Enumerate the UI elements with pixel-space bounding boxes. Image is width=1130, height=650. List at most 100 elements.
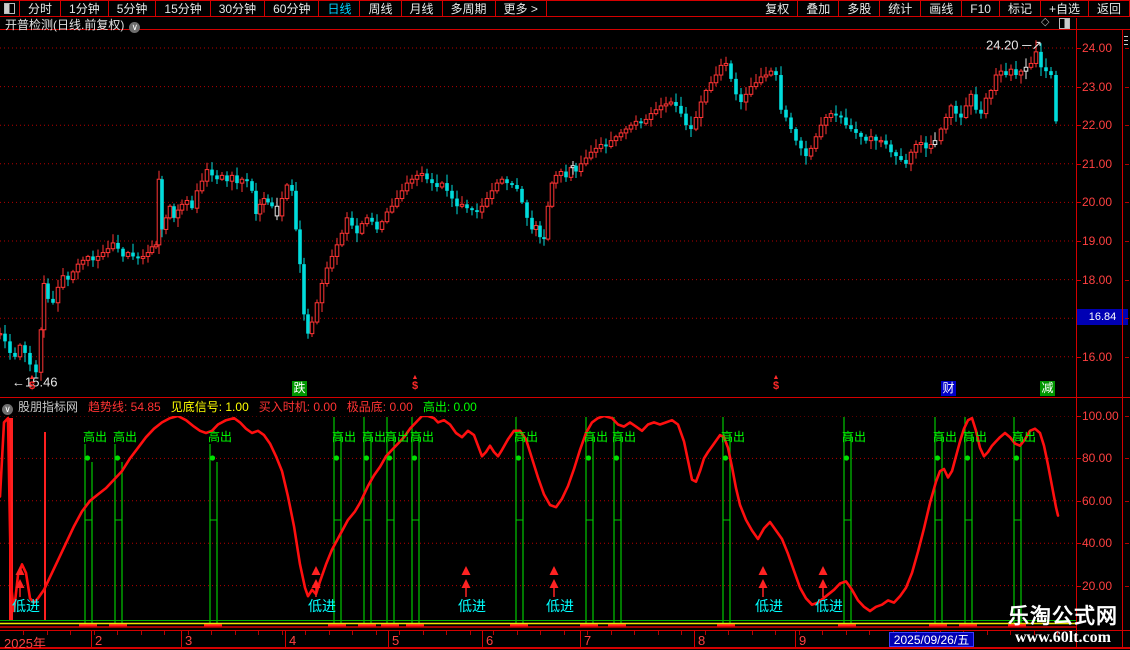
period-tab-1[interactable]: 1分钟	[61, 1, 109, 16]
indicator-axis-label: 80.00	[1082, 451, 1113, 466]
action-button-4[interactable]: 画线	[921, 1, 963, 16]
month-label-7: 7	[584, 633, 592, 648]
gaochu-label-6: 高出	[410, 429, 434, 444]
action-button-1[interactable]: 叠加	[798, 1, 840, 16]
indicator-axis-label: 60.00	[1082, 493, 1113, 508]
reading-3: 极品底: 0.00	[346, 400, 413, 414]
toolbar-actions: 复权 叠加 多股 统计 画线 F10 标记 +自选 返回	[757, 1, 1130, 16]
action-button-2[interactable]: 多股	[839, 1, 881, 16]
indicator-source: 股朋指标网	[18, 400, 79, 414]
half-filled-box-icon[interactable]	[1059, 18, 1070, 29]
price-axis-label: 16.00	[1082, 349, 1113, 364]
candlestick-chart[interactable]: ←15.46 24.20 ─↗	[0, 30, 1076, 398]
gaochu-label-4: 高出	[362, 429, 386, 444]
price-axis-label: 18.00	[1082, 272, 1113, 287]
action-button-8[interactable]: 返回	[1089, 1, 1130, 16]
period-tab-9[interactable]: 多周期	[443, 1, 496, 16]
dijin-label-5: 低进	[815, 598, 843, 614]
action-button-6[interactable]: 标记	[1000, 1, 1041, 16]
dijin-label-2: 低进	[458, 598, 486, 614]
last-price-box: 16.84	[1077, 309, 1128, 325]
reading-2: 买入时机: 0.00	[258, 400, 337, 414]
period-tab-5[interactable]: 60分钟	[265, 1, 320, 16]
gaochu-label-13: 高出	[963, 429, 987, 444]
month-label-5: 5	[392, 633, 400, 648]
diamond-icon[interactable]: ◇	[1041, 16, 1050, 28]
period-tab-0[interactable]: 分时	[20, 1, 62, 16]
action-button-3[interactable]: 统计	[880, 1, 922, 16]
price-axis-label: 19.00	[1082, 234, 1113, 248]
chart-title: 开普检测(日线.前复权) ∨	[5, 16, 141, 33]
period-tab-4[interactable]: 30分钟	[211, 1, 266, 16]
dollar-marker-1: ▲ $	[411, 374, 419, 392]
action-button-5[interactable]: F10	[962, 1, 1000, 16]
price-axis-label: 20.00	[1082, 195, 1113, 210]
month-label-2: 2	[95, 633, 103, 648]
indicator-axis-label: 40.00	[1082, 536, 1113, 551]
indicator-axis-label: 100.00	[1082, 409, 1119, 423]
marker-badge-1: 财	[941, 381, 956, 396]
gaochu-label-0: 高出	[83, 429, 107, 444]
gaochu-label-10: 高出	[721, 429, 745, 444]
period-tab-3[interactable]: 15分钟	[156, 1, 211, 16]
gaochu-label-14: 高出	[1012, 429, 1036, 444]
gaochu-label-11: 高出	[842, 429, 866, 444]
panel-separator	[0, 397, 1130, 398]
gaochu-label-7: 高出	[514, 429, 538, 444]
gaochu-label-1: 高出	[113, 429, 137, 444]
dijin-label-0: 低进	[12, 598, 40, 614]
period-tab-2[interactable]: 5分钟	[109, 1, 157, 16]
period-tab-10[interactable]: 更多 >	[496, 1, 547, 16]
toolbar: 分时 1分钟 5分钟 15分钟 30分钟 60分钟 日线 周线 月线 多周期 更多 > 复权 叠加 多股…	[0, 0, 1130, 17]
right-scroll-strip[interactable]	[1122, 30, 1130, 648]
high-price-annotation: 24.20 ─↗	[986, 37, 1042, 52]
split-square-icon	[4, 3, 15, 14]
year-label: 2025年	[4, 636, 46, 650]
indicator-header: ∨ 股朋指标网 趋势线: 54.85 见底信号: 1.00 买入时机: 0.00 极品底:…	[2, 399, 477, 415]
period-tab-6[interactable]: 日线	[319, 1, 361, 16]
reading-0: 趋势线: 54.85	[88, 400, 161, 414]
price-axis-label: 22.00	[1082, 118, 1113, 133]
title-row: 开普检测(日线.前复权) ∨ ◇	[0, 16, 1130, 33]
trend-line	[0, 416, 1060, 613]
page-title: 开普检测(日线.前复权)	[5, 18, 125, 32]
low-price-annotation: ←15.46	[12, 375, 58, 390]
gaochu-label-5: 高出	[385, 429, 409, 444]
bottom-strip	[0, 648, 1130, 650]
month-label-8: 8	[698, 633, 706, 648]
gaochu-label-9: 高出	[612, 429, 636, 444]
axis-separator	[1076, 18, 1077, 648]
marker-badge-0: 跌	[292, 381, 307, 396]
indicator-readings: 趋势线: 54.85 见底信号: 1.00 买入时机: 0.00 极品底: 0.00 高…	[78, 400, 477, 414]
gaochu-label-12: 高出	[933, 429, 957, 444]
date-box: 2025/09/26/五	[889, 632, 974, 647]
action-button-0[interactable]: 复权	[757, 1, 799, 16]
indicator-chevron-icon[interactable]: ∨	[2, 404, 13, 415]
action-button-7[interactable]: +自选	[1041, 1, 1089, 16]
dijin-label-1: 低进	[308, 598, 336, 614]
reading-4: 高出: 0.00	[422, 400, 477, 414]
toolbar-spacer	[547, 1, 757, 16]
gaochu-spikes	[79, 417, 1026, 627]
toolbar-periods: 分时 1分钟 5分钟 15分钟 30分钟 60分钟 日线 周线 月线 多周期 更多 >	[20, 1, 547, 16]
reading-1: 见底信号: 1.00	[170, 400, 249, 414]
period-tab-8[interactable]: 月线	[402, 1, 443, 16]
month-label-6: 6	[486, 633, 494, 648]
gaochu-label-3: 高出	[332, 429, 356, 444]
dollar-marker-2: ▲ $	[772, 374, 780, 392]
period-tab-7[interactable]: 周线	[360, 1, 402, 16]
chevron-down-icon[interactable]: ∨	[129, 22, 141, 33]
gaochu-label-8: 高出	[584, 429, 608, 444]
window-layout-icon[interactable]	[0, 1, 20, 16]
date-axis[interactable]: 2025年 2 3 4 5 6 7 8 9 2025/09/26/五	[0, 630, 1130, 650]
dijin-label-4: 低进	[755, 598, 783, 614]
price-axis-label: 23.00	[1082, 79, 1113, 94]
month-label-4: 4	[289, 633, 297, 648]
indicator-axis-label: 20.00	[1082, 578, 1113, 593]
dijin-label-3: 低进	[546, 598, 574, 614]
marker-badge-2: 减	[1040, 381, 1055, 396]
gaochu-label-2: 高出	[208, 429, 232, 444]
dollar-marker-0: ▲ $	[28, 374, 36, 392]
